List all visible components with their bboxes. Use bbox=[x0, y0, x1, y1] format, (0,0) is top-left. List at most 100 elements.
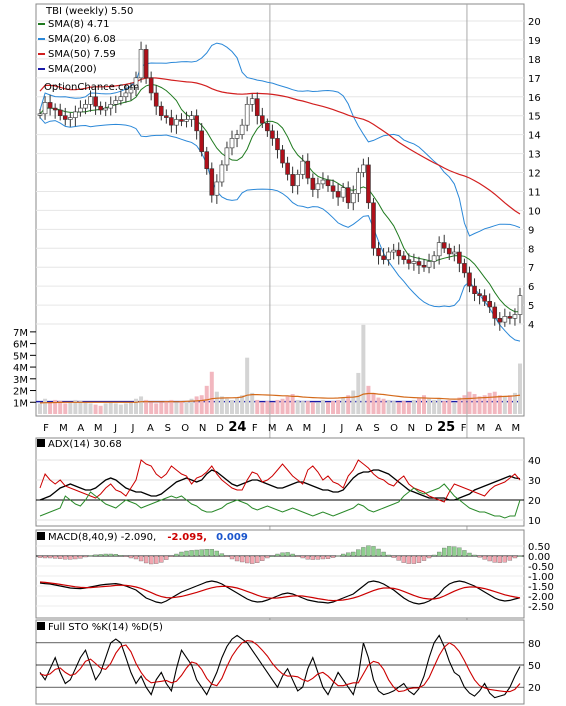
adx-legend-swatch bbox=[37, 439, 45, 447]
volume-bar bbox=[194, 396, 199, 414]
macd-legend-swatch bbox=[37, 532, 45, 540]
macd-hist-bar bbox=[305, 555, 310, 560]
candle-body bbox=[482, 295, 487, 302]
volume-bar bbox=[189, 398, 194, 414]
bollinger-bands bbox=[39, 42, 521, 342]
volume-bar bbox=[139, 396, 144, 414]
volume-bar bbox=[427, 398, 432, 414]
macd-hist-bar bbox=[128, 555, 134, 559]
candle-body bbox=[229, 138, 235, 149]
month-label: A bbox=[77, 423, 84, 434]
month-label: M bbox=[511, 423, 520, 434]
volume-bar bbox=[270, 402, 275, 414]
volume-bar bbox=[336, 399, 341, 414]
candle-body bbox=[325, 179, 331, 187]
macd-hist-bar bbox=[290, 553, 295, 557]
macd-hist-bar bbox=[482, 555, 487, 560]
candle-body bbox=[209, 168, 215, 196]
macd-title: MACD(8,40,9) -2.090, -2.095, 0.009 bbox=[48, 532, 248, 543]
candle-body bbox=[169, 117, 174, 126]
macd-hist-bar bbox=[260, 555, 265, 561]
candle-body bbox=[184, 119, 189, 122]
macd-hist-bar bbox=[88, 555, 93, 557]
volume-bar bbox=[422, 395, 426, 414]
candle-body bbox=[62, 115, 68, 120]
macd-hist-bar bbox=[189, 550, 194, 557]
price-axis-ticks: 20 19 18 17 16 15 14 13 12 11 10 9 8 7 6 5 4 bbox=[528, 17, 541, 331]
macd-hist-bar bbox=[154, 555, 159, 564]
volume-bar bbox=[149, 402, 154, 414]
macd-hist-bar bbox=[184, 550, 189, 557]
candle-body bbox=[98, 105, 103, 111]
candle-body bbox=[73, 111, 78, 118]
candle-body bbox=[457, 251, 462, 264]
candle-body bbox=[411, 261, 417, 264]
adx-tick-label: 10 bbox=[528, 516, 541, 527]
macd-hist-bar bbox=[214, 550, 219, 557]
legend-label: SMA(20) 6.08 bbox=[48, 34, 116, 45]
volume-bar bbox=[406, 402, 411, 414]
macd-series-path bbox=[39, 581, 521, 602]
volume-bar bbox=[376, 397, 381, 414]
candle-body bbox=[426, 261, 432, 268]
volume-bar bbox=[518, 363, 522, 414]
volume-bar bbox=[58, 401, 63, 414]
candle-body bbox=[270, 130, 275, 139]
macd-hist-bar bbox=[351, 551, 356, 557]
upper-band-path bbox=[39, 42, 521, 237]
macd-signal-label: -2.095, bbox=[167, 532, 207, 543]
volume-bar bbox=[53, 399, 58, 414]
volume-tick-label: 5M bbox=[13, 351, 28, 362]
candle-body bbox=[386, 251, 391, 260]
macd-hist-bar bbox=[421, 555, 427, 561]
macd-hist-bar bbox=[411, 555, 417, 564]
volume-bar bbox=[184, 401, 189, 414]
volume-bar bbox=[341, 397, 346, 414]
chart-title: TBI (weekly) 5.50 bbox=[45, 6, 133, 17]
macd-histogram bbox=[37, 545, 523, 565]
volume-bar bbox=[386, 399, 391, 414]
macd-hist-bar bbox=[83, 555, 88, 558]
macd-hist-bar bbox=[143, 555, 149, 564]
volume-bar bbox=[462, 395, 467, 414]
volume-bar bbox=[442, 401, 447, 414]
macd-hist-bar bbox=[325, 555, 331, 559]
candle-body bbox=[441, 242, 447, 249]
candle-body bbox=[224, 147, 230, 166]
candle-body bbox=[507, 316, 513, 319]
candle-body bbox=[462, 263, 467, 274]
candle-body bbox=[467, 272, 472, 287]
month-label: A bbox=[286, 423, 293, 434]
macd-tick-label: -0.50 bbox=[528, 562, 554, 573]
volume-bar bbox=[179, 401, 184, 414]
volume-bar bbox=[113, 403, 118, 414]
volume-bar bbox=[48, 402, 53, 414]
macd-hist-bar bbox=[58, 555, 63, 559]
candle-body bbox=[492, 306, 498, 319]
macd-hist-bar bbox=[103, 553, 108, 557]
macd-tick-label: -2.50 bbox=[528, 602, 554, 613]
volume-tick-label: 2M bbox=[13, 387, 28, 398]
macd-hist-bar bbox=[164, 555, 169, 560]
sma50-line bbox=[39, 77, 521, 215]
month-label: F bbox=[461, 423, 467, 434]
candle-body bbox=[305, 160, 311, 179]
macd-hist-bar bbox=[437, 551, 442, 557]
macd-hist-bar bbox=[239, 555, 245, 563]
candle-body bbox=[108, 104, 114, 109]
macd-tick-label: -1.50 bbox=[528, 582, 554, 593]
candle-body bbox=[487, 300, 492, 308]
sto-axis-ticks: 80 50 20 bbox=[528, 639, 541, 694]
candle-body bbox=[361, 164, 366, 173]
macd-tick-label: -2.00 bbox=[528, 592, 554, 603]
macd-hist-bar bbox=[502, 555, 507, 563]
macd-hist-bar bbox=[330, 555, 336, 558]
candle-body bbox=[421, 264, 427, 268]
volume-avg-path bbox=[39, 392, 521, 404]
candle-body bbox=[42, 102, 48, 115]
volume-bar bbox=[356, 372, 361, 414]
price-tick-label: 14 bbox=[528, 131, 541, 142]
month-axis-labels: F M A M J J A S O N D 24 F M A M J J A S O N D 25 F M A M bbox=[43, 420, 520, 435]
volume-bar bbox=[98, 405, 103, 414]
